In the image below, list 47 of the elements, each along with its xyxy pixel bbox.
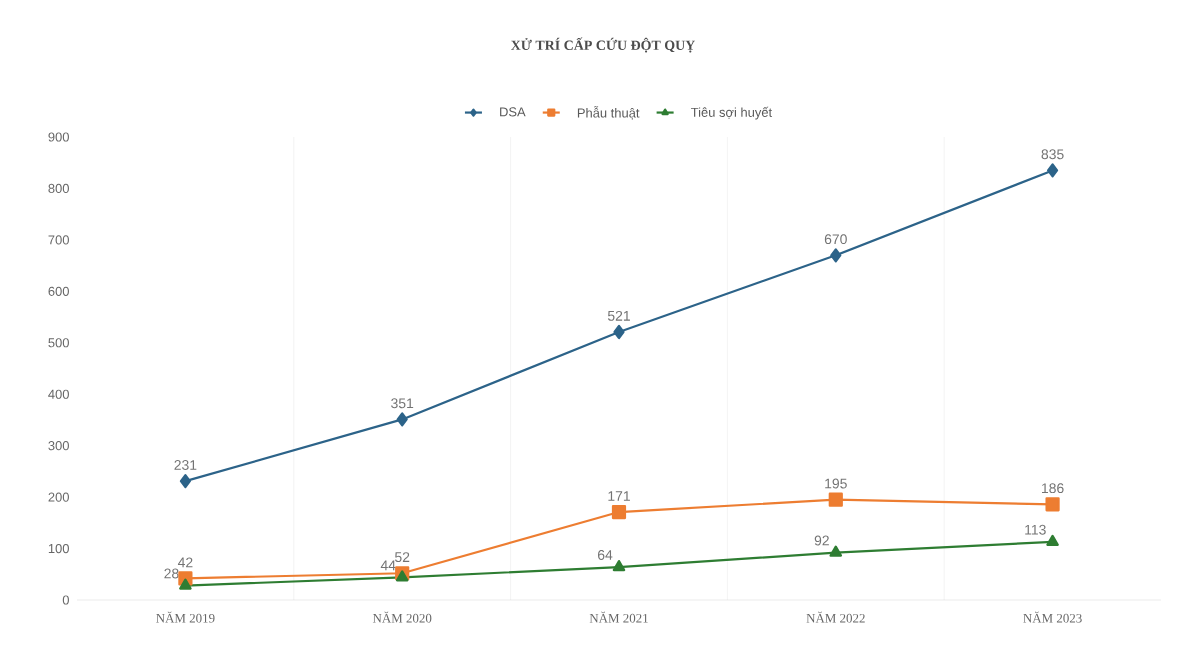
point bbox=[1046, 163, 1059, 178]
data-label: 64 bbox=[597, 549, 613, 560]
point bbox=[1045, 497, 1060, 512]
data-label: 195 bbox=[825, 478, 847, 489]
data-label: 835 bbox=[1041, 149, 1064, 160]
data-label: 351 bbox=[391, 398, 414, 409]
chart-title: XỬ TRÍ CẤP CỨU ĐỘT QUỴ bbox=[511, 37, 696, 53]
y-tick-label: 300 bbox=[48, 441, 69, 451]
data-label: 186 bbox=[1042, 483, 1064, 494]
point bbox=[179, 474, 191, 489]
data-label: 42 bbox=[177, 557, 193, 568]
data-label: 171 bbox=[608, 491, 630, 501]
data-label: 113 bbox=[1025, 524, 1046, 535]
y-tick-label: 0 bbox=[62, 595, 69, 605]
data-label: 231 bbox=[174, 460, 197, 470]
point bbox=[611, 504, 627, 520]
y-tick-label: 500 bbox=[48, 338, 69, 348]
data-label: 44 bbox=[380, 560, 396, 571]
x-tick-label: NĂM 2019 bbox=[156, 611, 215, 623]
data-label: 670 bbox=[824, 234, 847, 245]
legend-label: Tiêu sợi huyết bbox=[691, 106, 773, 120]
y-tick-label: 900 bbox=[48, 132, 69, 142]
data-label: 92 bbox=[814, 535, 829, 546]
x-tick-label: NĂM 2022 bbox=[806, 611, 865, 623]
point bbox=[1046, 534, 1059, 546]
data-label: 28 bbox=[164, 568, 179, 579]
point bbox=[613, 324, 625, 340]
legend-label: DSA bbox=[500, 107, 526, 117]
x-tick-label: NĂM 2023 bbox=[1023, 611, 1082, 623]
y-tick-label: 600 bbox=[48, 286, 69, 296]
y-tick-label: 200 bbox=[48, 492, 69, 502]
y-tick-label: 100 bbox=[48, 543, 69, 554]
point bbox=[828, 492, 843, 507]
y-tick-label: 400 bbox=[48, 389, 69, 399]
point bbox=[830, 248, 842, 263]
data-label: 52 bbox=[395, 552, 410, 563]
point bbox=[829, 545, 843, 557]
y-tick-label: 800 bbox=[48, 183, 69, 194]
y-tick-label: 700 bbox=[48, 235, 69, 245]
point bbox=[396, 412, 408, 427]
point bbox=[179, 578, 192, 590]
data-label: 521 bbox=[607, 310, 630, 321]
x-tick-label: NĂM 2021 bbox=[589, 611, 648, 623]
legend-label: Phẫu thuật bbox=[577, 106, 640, 120]
point bbox=[395, 570, 409, 582]
point bbox=[612, 559, 626, 572]
x-tick-label: NĂM 2020 bbox=[372, 611, 432, 623]
